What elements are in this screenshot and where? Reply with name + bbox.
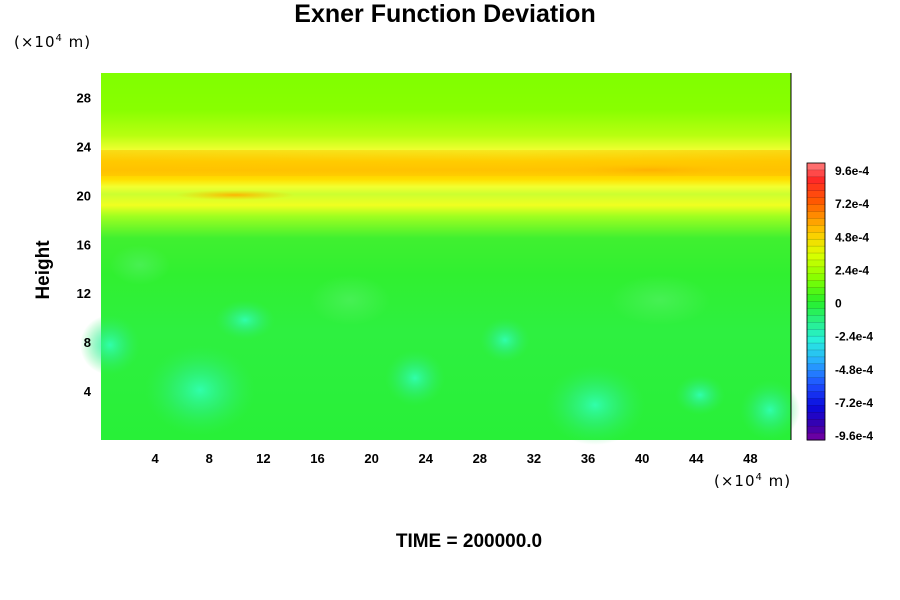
colorbar-label: -2.4e-4 — [835, 330, 873, 344]
colorbar-swatch — [806, 315, 826, 323]
cool-patch — [740, 380, 800, 440]
x-tick-label: 24 — [418, 451, 433, 466]
colorbar-label: -4.8e-4 — [835, 363, 873, 377]
y-tick-label: 8 — [84, 335, 91, 350]
colorbar-swatch — [806, 197, 826, 206]
colorbar-swatch — [806, 405, 826, 413]
x-tick-label: 16 — [310, 451, 324, 466]
colorbar-swatch — [806, 245, 826, 254]
colorbar-swatch — [806, 183, 826, 192]
y-tick-label: 28 — [77, 90, 91, 105]
x-tick-label: 28 — [473, 451, 487, 466]
colorbar-swatch — [806, 225, 826, 233]
cool-patch — [215, 300, 275, 340]
colorbar-swatch — [806, 211, 826, 220]
colorbar-swatch — [806, 280, 826, 289]
x-tick-label: 48 — [743, 451, 757, 466]
colorbar-label: -9.6e-4 — [835, 429, 873, 443]
colorbar-swatch — [806, 301, 826, 310]
colorbar-swatch — [806, 384, 826, 393]
x-tick-label: 36 — [581, 451, 595, 466]
y-tick-label: 24 — [77, 139, 92, 154]
colorbar-swatch — [806, 287, 826, 296]
colorbar-swatch — [806, 356, 826, 365]
colorbar-swatch — [806, 232, 826, 240]
colorbar-swatch — [806, 190, 826, 199]
cool-patch — [145, 345, 255, 435]
cool-patch — [110, 245, 170, 285]
x-tick-label: 12 — [256, 451, 270, 466]
x-tick-label: 20 — [364, 451, 378, 466]
colorbar-swatch — [806, 398, 826, 406]
colorbar-swatch — [806, 259, 826, 268]
cool-patch — [385, 350, 445, 406]
colorbar-label: 2.4e-4 — [835, 263, 869, 277]
cool-patch — [480, 318, 530, 362]
colorbar-swatch — [806, 266, 826, 275]
colorbar-swatch — [806, 322, 826, 330]
y-axis-ticks: 4 8 12 16 20 24 28 — [77, 90, 92, 399]
colorbar-swatch — [806, 342, 826, 351]
colorbar-swatch — [806, 204, 826, 213]
colorbar-frame — [806, 162, 826, 441]
colorbar-swatch — [806, 218, 826, 226]
x-tick-label: 44 — [689, 451, 704, 466]
y-tick-label: 4 — [84, 384, 92, 399]
colorbar-swatch — [806, 363, 826, 372]
x-tick-label: 8 — [206, 451, 213, 466]
x-axis-ticks: 4 8 12 16 20 24 28 32 36 40 44 48 — [152, 451, 758, 466]
colorbar: 9.6e-4 7.2e-4 4.8e-4 2.4e-4 0 -2.4e-4 -4.8e-4 -… — [806, 162, 873, 443]
colorbar-label: 0 — [835, 297, 842, 311]
y-unit-label: (×104 m) — [14, 33, 92, 51]
colorbar-label: 4.8e-4 — [835, 230, 869, 244]
x-tick-label: 40 — [635, 451, 649, 466]
warm-patch-left — [175, 190, 295, 200]
colorbar-swatch — [806, 162, 826, 171]
colorbar-swatch — [806, 273, 826, 282]
time-label: TIME = 200000.0 — [395, 531, 543, 552]
warm-patch-right — [550, 163, 750, 177]
colorbar-swatch — [806, 238, 826, 247]
colorbar-swatch — [806, 335, 826, 344]
colorbar-swatch — [806, 391, 826, 400]
cool-patch — [545, 365, 645, 445]
x-tick-label: 32 — [527, 451, 541, 466]
colorbar-swatch — [806, 294, 826, 303]
y-tick-label: 20 — [77, 188, 91, 203]
colorbar-label: -7.2e-4 — [835, 396, 873, 410]
colorbar-swatch — [806, 176, 826, 185]
colorbar-label: 7.2e-4 — [835, 197, 869, 211]
chart-title: Exner Function Deviation — [294, 0, 596, 28]
y-tick-label: 12 — [77, 286, 91, 301]
colorbar-label: 9.6e-4 — [835, 164, 869, 178]
colorbar-swatch — [806, 349, 826, 358]
colorbar-swatch — [806, 329, 826, 337]
colorbar-swatch — [806, 412, 826, 420]
x-tick-label: 4 — [152, 451, 160, 466]
heatmap-field — [80, 73, 800, 445]
x-unit-label: (×104 m) — [714, 472, 792, 490]
colorbar-swatch — [806, 432, 826, 441]
cool-patch — [80, 315, 140, 375]
y-tick-label: 16 — [77, 237, 91, 252]
colorbar-swatch — [806, 370, 826, 379]
cool-patch — [610, 275, 710, 325]
colorbar-swatch — [806, 419, 826, 427]
colorbar-swatch — [806, 169, 826, 178]
cool-patch — [675, 375, 725, 415]
colorbar-swatch — [806, 377, 826, 386]
colorbar-swatch — [806, 252, 826, 261]
cool-patch — [310, 275, 390, 325]
colorbar-swatch — [806, 308, 826, 316]
colorbar-swatch — [806, 425, 826, 434]
